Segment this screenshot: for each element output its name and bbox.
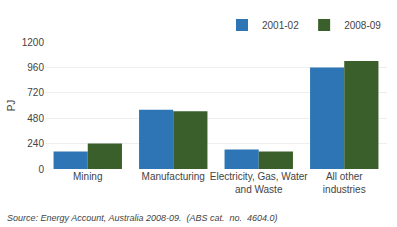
svg-text:480: 480 <box>27 113 44 124</box>
svg-text:720: 720 <box>27 87 44 98</box>
svg-text:2001-02: 2001-02 <box>262 20 299 31</box>
svg-text:PJ: PJ <box>6 100 17 112</box>
svg-text:Electricity, Gas, Waterand Was: Electricity, Gas, Waterand Waste <box>210 171 308 195</box>
svg-text:Source: Energy Account, Austra: Source: Energy Account, Australia 2008-0… <box>7 213 277 223</box>
svg-text:Manufacturing: Manufacturing <box>142 171 205 182</box>
svg-text:1200: 1200 <box>22 37 45 48</box>
svg-text:Mining: Mining <box>73 171 102 182</box>
svg-text:240: 240 <box>27 138 44 149</box>
svg-text:960: 960 <box>27 62 44 73</box>
svg-text:0: 0 <box>38 164 44 175</box>
svg-text:All otherindustries: All otherindustries <box>323 171 366 195</box>
svg-text:2008-09: 2008-09 <box>344 20 381 31</box>
